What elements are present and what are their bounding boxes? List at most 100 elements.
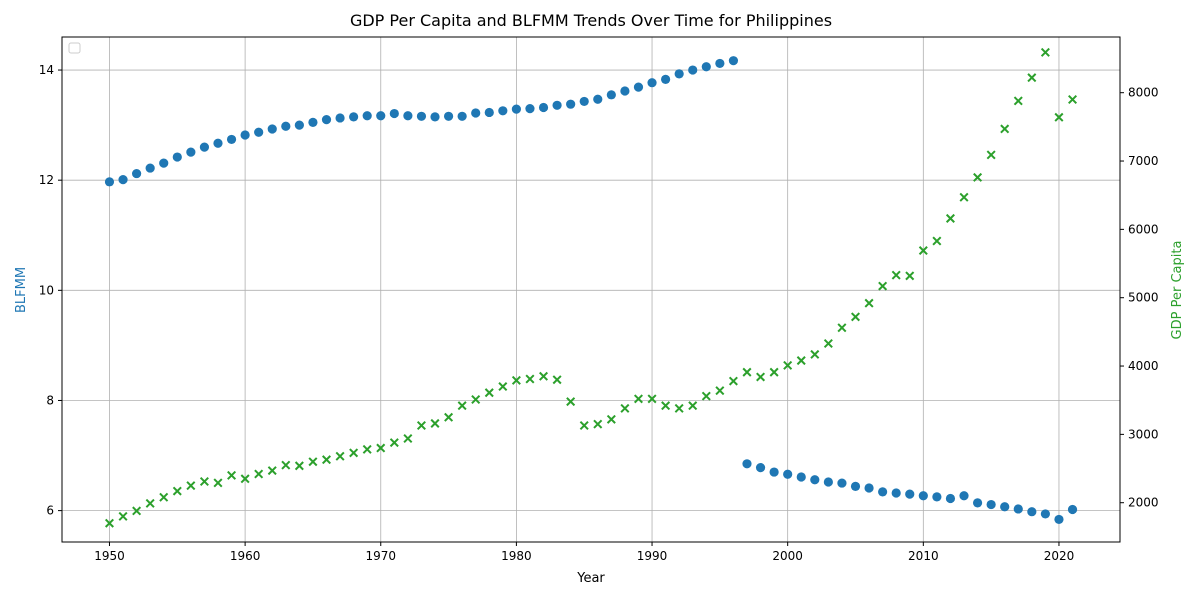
x-tick-label: 1980 bbox=[501, 549, 532, 563]
blfmm-point bbox=[945, 493, 956, 504]
blfmm-point bbox=[891, 488, 901, 498]
gdp-point bbox=[118, 511, 128, 521]
blfmm-point bbox=[579, 96, 589, 107]
y-right-tick-label: 6000 bbox=[1128, 222, 1159, 236]
gdp-point bbox=[457, 401, 467, 411]
y-left-tick-label: 14 bbox=[39, 63, 54, 77]
blfmm-point bbox=[443, 111, 454, 121]
blfmm-point bbox=[837, 478, 847, 488]
blfmm-point bbox=[850, 481, 861, 491]
blfmm-point bbox=[986, 499, 996, 510]
tick-layer: 1950 1960 1970 1980 1990 2000 2010 2020 6 8 10 12 14… bbox=[39, 63, 1159, 563]
blfmm-point bbox=[416, 111, 427, 121]
gdp-point bbox=[1068, 95, 1078, 105]
x-tick-label: 2020 bbox=[1044, 549, 1075, 563]
blfmm-point bbox=[633, 82, 644, 92]
y-left-tick-label: 6 bbox=[46, 504, 54, 518]
gdp-point bbox=[1054, 112, 1064, 122]
x-axis-label: Year bbox=[576, 571, 605, 586]
blfmm-point bbox=[145, 163, 155, 173]
blfmm-point bbox=[471, 108, 481, 118]
blfmm-point bbox=[972, 498, 983, 508]
gdp-point bbox=[1040, 47, 1050, 57]
blfmm-point bbox=[308, 117, 318, 127]
x-tick-label: 2000 bbox=[772, 549, 803, 563]
gdp-point bbox=[349, 448, 359, 458]
gdp-point bbox=[321, 455, 332, 465]
blfmm-point bbox=[606, 90, 616, 100]
gdp-point bbox=[593, 419, 603, 429]
gdp-point bbox=[1000, 124, 1010, 134]
blfmm-point bbox=[905, 489, 915, 499]
x-tick-label: 2010 bbox=[908, 549, 939, 563]
y-axis-label-right: GDP Per Capita bbox=[1170, 241, 1185, 340]
gdp-point bbox=[756, 372, 766, 382]
blfmm-point bbox=[620, 86, 630, 96]
blfmm-point bbox=[769, 467, 779, 477]
blfmm-point bbox=[932, 492, 942, 502]
blfmm-point bbox=[1013, 504, 1023, 514]
blfmm-point bbox=[742, 459, 752, 469]
gdp-point bbox=[688, 401, 698, 411]
blfmm-point bbox=[593, 94, 603, 104]
blfmm-point bbox=[538, 102, 549, 113]
gdp-point bbox=[579, 420, 589, 430]
chart-title: GDP Per Capita and BLFMM Trends Over Tim… bbox=[350, 11, 832, 30]
blfmm-point bbox=[226, 134, 237, 145]
blfmm-point bbox=[267, 124, 277, 134]
blfmm-point bbox=[715, 58, 725, 69]
blfmm-point bbox=[118, 175, 128, 185]
blfmm-point bbox=[810, 475, 820, 485]
y-right-tick-label: 5000 bbox=[1128, 291, 1159, 305]
x-tick-label: 1960 bbox=[230, 549, 261, 563]
gdp-point bbox=[864, 298, 874, 308]
x-tick-label: 1990 bbox=[637, 549, 668, 563]
gdp-point bbox=[240, 474, 250, 484]
y-right-tick-label: 7000 bbox=[1128, 154, 1159, 168]
gdp-point bbox=[498, 382, 508, 392]
x-tick-label: 1950 bbox=[94, 549, 125, 563]
gdp-point bbox=[511, 375, 521, 385]
gdp-point bbox=[552, 375, 562, 385]
gdp-point bbox=[335, 451, 345, 461]
y-left-tick-label: 8 bbox=[46, 393, 54, 407]
gdp-point bbox=[959, 192, 969, 202]
gdp-point bbox=[810, 349, 820, 359]
gdp-point bbox=[539, 371, 549, 381]
gdp-point bbox=[728, 376, 738, 386]
gdp-point bbox=[308, 457, 318, 467]
gdp-point bbox=[701, 391, 711, 401]
gdp-point bbox=[620, 403, 630, 413]
gdp-point bbox=[674, 403, 684, 413]
gdp-point bbox=[227, 470, 237, 480]
y-right-tick-label: 3000 bbox=[1128, 427, 1159, 441]
blfmm-point bbox=[661, 74, 671, 85]
blfmm-point bbox=[552, 100, 562, 110]
blfmm-point bbox=[484, 107, 494, 118]
gdp-point bbox=[1013, 96, 1023, 106]
blfmm-point bbox=[254, 127, 264, 137]
blfmm-point bbox=[159, 158, 169, 168]
blfmm-point bbox=[362, 111, 372, 121]
blfmm-point bbox=[321, 115, 332, 125]
gdp-point bbox=[891, 270, 901, 280]
y-right-tick-label: 2000 bbox=[1128, 496, 1159, 510]
gdp-point bbox=[633, 394, 643, 404]
gdp-point bbox=[362, 444, 372, 454]
gdp-point bbox=[783, 360, 793, 370]
gdp-point bbox=[850, 312, 861, 322]
blfmm-point bbox=[1027, 507, 1037, 517]
blfmm-point bbox=[1000, 502, 1010, 512]
gdp-point bbox=[647, 394, 657, 404]
blfmm-point bbox=[918, 491, 928, 501]
gdp-point bbox=[932, 236, 942, 246]
gdp-point bbox=[484, 388, 494, 398]
blfmm-point bbox=[864, 483, 874, 493]
gdp-point bbox=[769, 367, 779, 377]
gdp-point bbox=[837, 323, 847, 333]
gdp-point bbox=[172, 486, 182, 496]
blfmm-point bbox=[240, 130, 250, 140]
gdp-point bbox=[661, 401, 671, 411]
gdp-point bbox=[878, 281, 888, 291]
